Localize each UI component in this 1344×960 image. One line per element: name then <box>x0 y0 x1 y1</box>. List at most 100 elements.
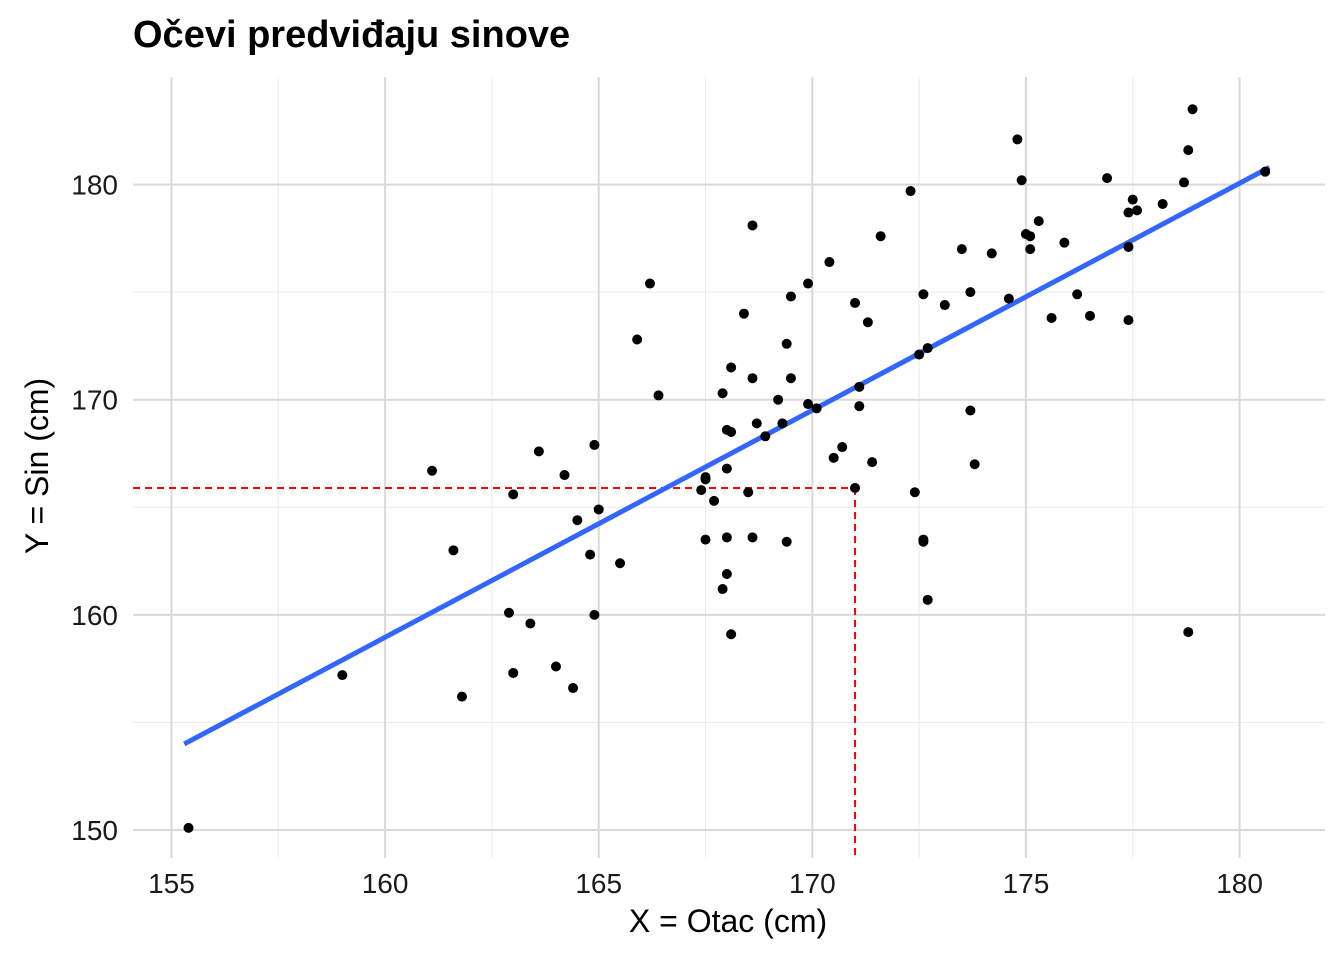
data-point <box>696 485 707 496</box>
x-tick-label: 160 <box>362 868 409 899</box>
data-point <box>803 278 814 289</box>
data-points <box>183 104 1271 833</box>
regression-line-group <box>183 165 1271 747</box>
data-point <box>986 248 997 259</box>
grid-lines <box>133 77 1325 858</box>
data-point <box>721 569 732 579</box>
data-point <box>918 536 929 547</box>
data-point <box>1123 315 1134 326</box>
data-point <box>828 452 839 463</box>
regression-line <box>183 165 1271 747</box>
data-point <box>777 418 788 429</box>
data-point <box>589 439 600 450</box>
data-point <box>747 373 758 384</box>
data-point <box>585 549 596 560</box>
data-point <box>1260 166 1271 177</box>
data-point <box>448 545 459 556</box>
x-tick-label: 170 <box>789 868 836 899</box>
data-point <box>773 394 784 405</box>
x-axis-label: X = Otac (cm) <box>629 903 827 939</box>
data-point <box>1183 627 1194 638</box>
data-point <box>508 489 519 500</box>
data-point <box>850 482 861 493</box>
data-point <box>751 418 762 429</box>
data-point <box>1016 175 1027 186</box>
data-point <box>956 244 967 255</box>
data-point <box>803 399 814 410</box>
data-point <box>854 401 865 412</box>
data-point <box>747 532 758 543</box>
data-point <box>568 683 579 694</box>
data-point <box>1179 177 1190 188</box>
y-tick-label: 150 <box>71 815 118 846</box>
data-point <box>533 446 544 457</box>
y-tick-labels: 150 160 170 180 <box>71 170 118 846</box>
data-point <box>525 618 536 629</box>
y-tick-label: 160 <box>71 600 118 631</box>
data-point <box>1025 244 1036 255</box>
data-point <box>867 457 878 468</box>
x-tick-labels: 155 160 165 170 175 180 <box>148 868 1263 899</box>
data-point <box>508 667 519 678</box>
y-tick-label: 170 <box>71 385 118 416</box>
data-point <box>717 584 728 595</box>
data-point <box>559 470 570 481</box>
data-point <box>747 220 758 231</box>
data-point <box>909 487 920 498</box>
data-point <box>854 381 865 392</box>
data-point <box>905 186 916 197</box>
reference-lines <box>133 486 857 858</box>
data-point <box>738 308 749 319</box>
data-point <box>721 463 732 474</box>
data-point <box>550 661 561 672</box>
data-point <box>1183 145 1194 156</box>
y-axis-label: Y = Sin (cm) <box>19 378 55 554</box>
y-tick-label: 180 <box>71 170 118 201</box>
data-point <box>427 465 438 476</box>
data-point <box>653 390 664 401</box>
data-point <box>875 231 886 242</box>
data-point <box>337 670 348 681</box>
data-point <box>918 289 929 300</box>
data-point <box>700 534 711 545</box>
data-point <box>1046 312 1057 323</box>
data-point <box>709 495 720 506</box>
data-point <box>632 334 643 345</box>
data-point <box>850 297 861 308</box>
data-point <box>721 532 732 543</box>
data-point <box>811 403 822 414</box>
data-point <box>726 427 737 437</box>
data-point <box>1123 241 1134 252</box>
data-point <box>593 504 604 515</box>
data-point <box>1102 173 1113 184</box>
data-point <box>785 291 796 302</box>
x-tick-label: 155 <box>148 868 195 899</box>
data-point <box>726 629 737 640</box>
data-point <box>743 487 754 498</box>
data-point <box>1033 216 1044 227</box>
data-point <box>1059 237 1070 248</box>
data-point <box>615 558 626 569</box>
data-point <box>1132 205 1143 216</box>
x-tick-label: 175 <box>1003 868 1050 899</box>
data-point <box>922 594 933 605</box>
data-point <box>1025 231 1036 242</box>
data-point <box>456 691 467 702</box>
data-point <box>700 472 711 483</box>
data-point <box>1187 104 1198 115</box>
x-tick-label: 180 <box>1216 868 1263 899</box>
data-point <box>939 300 950 311</box>
data-point <box>1085 310 1096 321</box>
data-point <box>862 317 873 328</box>
data-point <box>965 287 976 298</box>
data-point <box>781 536 792 547</box>
data-point <box>914 349 925 360</box>
data-point <box>644 278 655 289</box>
data-point <box>1012 134 1023 145</box>
data-point <box>965 405 976 416</box>
data-point <box>1072 289 1083 300</box>
chart-title: Očevi predviđaju sinove <box>133 14 571 56</box>
x-tick-label: 165 <box>575 868 622 899</box>
data-point <box>785 373 796 384</box>
